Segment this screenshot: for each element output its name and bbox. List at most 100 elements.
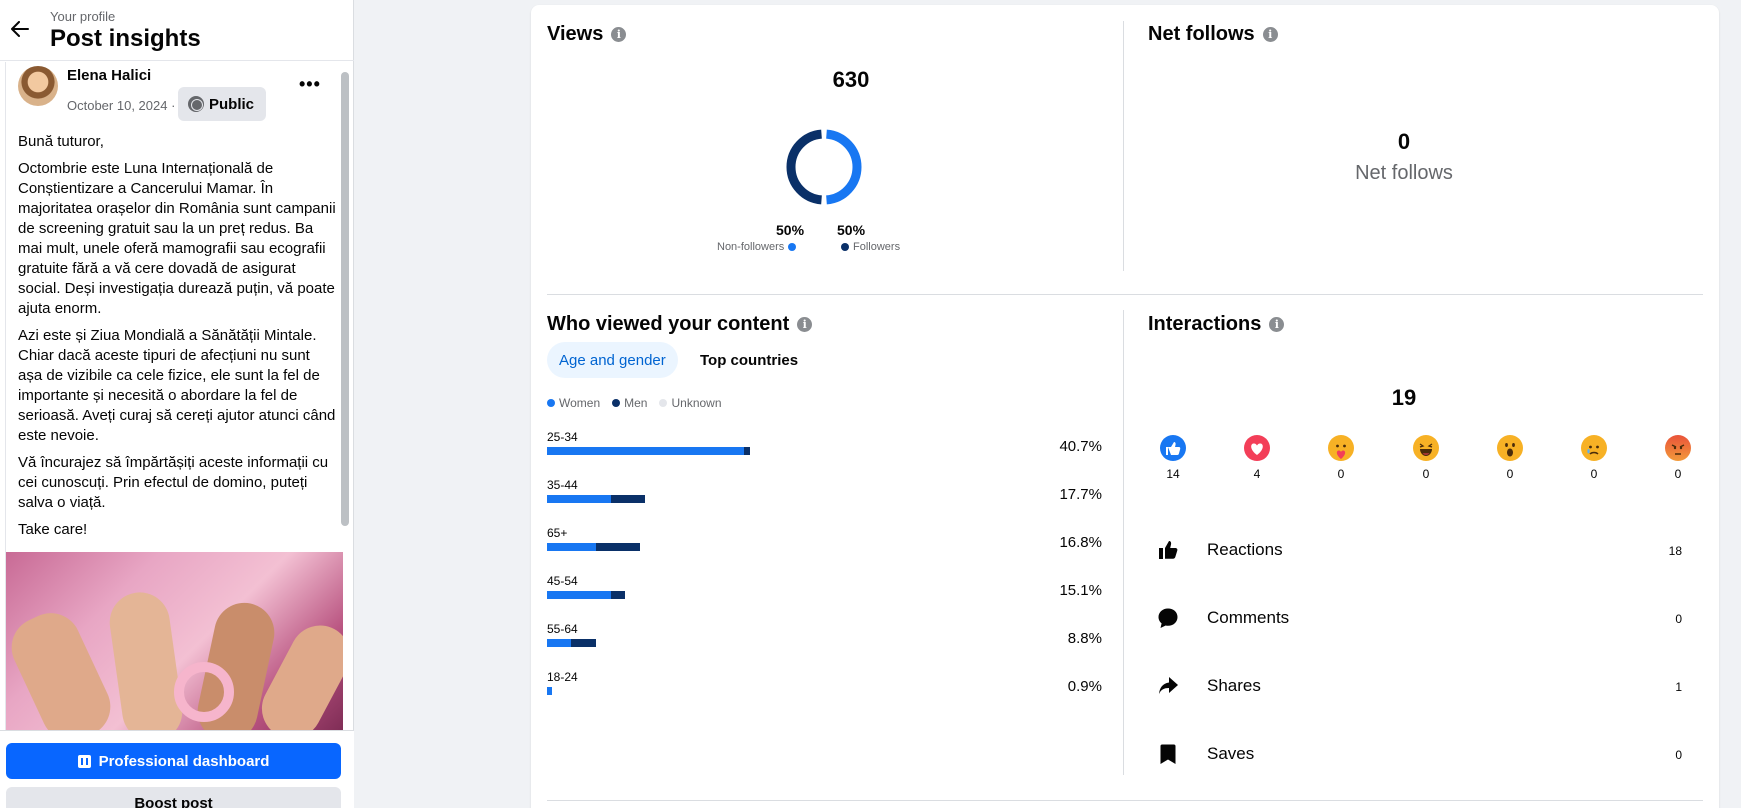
privacy-label: Public	[209, 95, 255, 113]
legend-dot	[547, 399, 555, 407]
tab-top-countries[interactable]: Top countries	[700, 351, 799, 369]
reaction-like[interactable]: 14	[1153, 435, 1193, 481]
metric-value: 0	[1675, 748, 1682, 762]
age-bar[interactable]	[547, 639, 596, 647]
more-options-icon[interactable]: •••	[299, 74, 321, 94]
privacy-button[interactable]: Public	[178, 87, 267, 121]
bar-segment-women	[547, 687, 552, 695]
info-icon[interactable]: i	[797, 317, 813, 332]
legend-non-followers: Non-followers	[717, 241, 797, 253]
page-title: Post insights	[50, 25, 201, 52]
net-follows-section-title: Net follows i	[1148, 23, 1278, 46]
image-hand	[105, 588, 187, 730]
donut-segment-followers[interactable]	[825, 129, 862, 205]
age-bar[interactable]	[547, 687, 552, 695]
views-total: 630	[832, 67, 870, 92]
post-text: Bună tuturor, Octombrie este Luna Intern…	[18, 132, 338, 547]
sidebar-scrollbar[interactable]	[341, 72, 349, 526]
header-subtitle: Your profile	[50, 9, 116, 24]
metric-value: 0	[1675, 612, 1682, 626]
bar-segment-women	[547, 447, 745, 455]
age-pct: 8.8%	[1067, 630, 1102, 647]
age-label: 35-44	[547, 478, 578, 492]
metric-row-saves[interactable]: Saves 0	[1157, 735, 1682, 775]
age-bar[interactable]	[547, 447, 750, 455]
post-date[interactable]: October 10, 2024 ·	[67, 98, 176, 113]
tab-age-and-gender[interactable]: Age and gender	[547, 342, 678, 378]
care-icon	[1328, 435, 1354, 461]
interactions-total: 19	[1391, 385, 1417, 410]
legend-dot	[788, 243, 797, 251]
age-row: 25-34 40.7%	[547, 430, 1102, 466]
post-paragraph: Take care!	[18, 521, 88, 538]
gender-legend: Women Men Unknown	[547, 396, 722, 410]
section-divider	[547, 800, 1703, 801]
reaction-wow[interactable]: 0	[1490, 435, 1530, 481]
sad-icon	[1581, 435, 1607, 461]
age-bar[interactable]	[547, 495, 646, 503]
sidebar: Your profile Post insights Elena Halici …	[0, 0, 354, 808]
wow-icon	[1497, 435, 1523, 461]
bar-segment-men	[610, 495, 646, 503]
audience-section-title: Who viewed your content i	[547, 313, 813, 336]
metric-row-shares[interactable]: Shares 1	[1157, 667, 1682, 707]
reaction-care[interactable]: 0	[1321, 435, 1361, 481]
net-follows-label: Net follows	[1355, 162, 1453, 184]
age-label: 65+	[547, 526, 568, 540]
avatar[interactable]	[18, 66, 58, 106]
post-author[interactable]: Elena Halici	[67, 67, 152, 84]
share-icon	[1159, 677, 1178, 694]
professional-dashboard-button[interactable]: Professional dashboard	[6, 743, 341, 779]
boost-post-button[interactable]: Boost post	[6, 787, 341, 808]
bar-segment-women	[547, 639, 572, 647]
reaction-count: 14	[1166, 467, 1180, 481]
age-bar[interactable]	[547, 543, 641, 551]
section-divider	[1123, 310, 1124, 775]
reaction-count: 0	[1337, 467, 1345, 481]
audience-title: Who viewed your content	[547, 313, 790, 335]
metric-row-comments[interactable]: Comments 0	[1157, 599, 1682, 639]
bar-segment-women	[547, 591, 611, 599]
haha-icon	[1413, 435, 1439, 461]
age-bar[interactable]	[547, 591, 626, 599]
metric-label: Saves	[1207, 744, 1255, 763]
bookmark-icon	[1160, 744, 1176, 764]
donut-segment-non-followers[interactable]	[786, 129, 823, 205]
legend-dot	[841, 243, 849, 251]
angry-icon	[1665, 435, 1691, 461]
age-pct: 17.7%	[1059, 486, 1102, 503]
metric-value: 18	[1668, 544, 1682, 558]
bar-segment-women	[547, 495, 611, 503]
reaction-love[interactable]: 4	[1237, 435, 1277, 481]
reaction-count: 0	[1422, 467, 1430, 481]
post-image[interactable]	[6, 552, 343, 730]
info-icon[interactable]: i	[1269, 317, 1285, 332]
reaction-haha[interactable]: 0	[1406, 435, 1446, 481]
followers-pct: 50%	[837, 222, 866, 238]
views-donut-chart[interactable]	[784, 127, 864, 207]
metric-label: Shares	[1207, 676, 1261, 695]
reaction-count: 0	[1674, 467, 1682, 481]
post-paragraph: Octombrie este Luna Internațională de Co…	[18, 160, 336, 317]
metric-row-reactions[interactable]: Reactions 18	[1157, 531, 1682, 571]
legend-dot	[659, 399, 668, 407]
reaction-count: 4	[1253, 467, 1261, 481]
age-label: 18-24	[547, 670, 578, 684]
reaction-angry[interactable]: 0	[1658, 435, 1698, 481]
age-pct: 15.1%	[1059, 582, 1102, 599]
bar-segment-men	[610, 591, 626, 599]
info-icon[interactable]: i	[1262, 27, 1278, 42]
net-follows-title: Net follows	[1148, 23, 1255, 45]
dashboard-label: Professional dashboard	[98, 752, 270, 770]
thumbs-up-icon	[1159, 541, 1178, 559]
age-pct: 40.7%	[1059, 438, 1102, 455]
reaction-sad[interactable]: 0	[1574, 435, 1614, 481]
info-icon[interactable]: i	[611, 27, 627, 42]
metric-value: 1	[1675, 680, 1682, 694]
sidebar-header: Your profile Post insights	[0, 0, 354, 61]
back-arrow-icon[interactable]	[9, 18, 31, 40]
legend-women: Women	[547, 396, 600, 410]
legend-followers: Followers	[841, 241, 900, 253]
age-row: 55-64 8.8%	[547, 622, 1102, 658]
post-paragraph: Vă încurajez să împărtășiți aceste infor…	[18, 454, 329, 511]
